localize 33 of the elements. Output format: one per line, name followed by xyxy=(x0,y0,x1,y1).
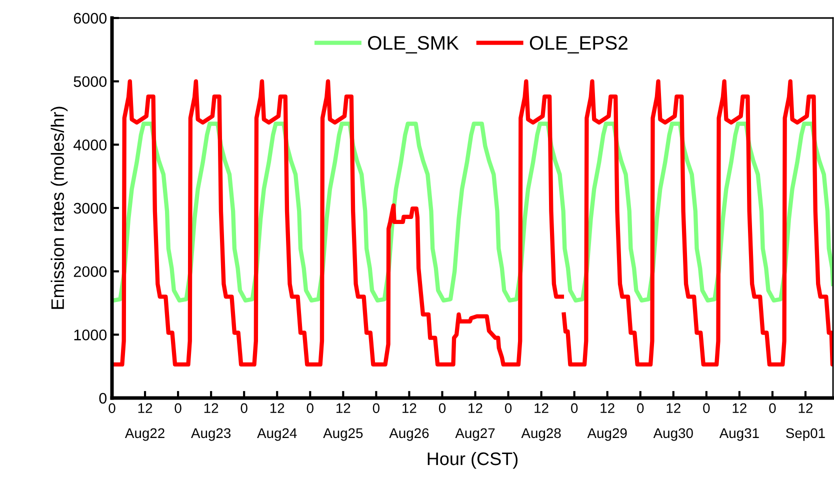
legend-label: OLE_EPS2 xyxy=(530,36,628,54)
x-tick-label: 0 xyxy=(174,403,182,414)
x-tick-label: 0 xyxy=(240,403,248,414)
y-tick-label: 0 xyxy=(99,392,107,404)
x-tick-label: 12 Aug29 xyxy=(587,403,627,441)
x-tick-label: 0 xyxy=(438,403,446,414)
legend-label: OLE_SMK xyxy=(368,36,459,54)
x-axis-title: Hour (CST) xyxy=(428,452,518,469)
y-axis-title: Emission rates (moles/hr) xyxy=(50,106,68,309)
x-tick-label: 12 Aug23 xyxy=(191,403,231,441)
y-tick-label: 3000 xyxy=(74,202,107,214)
x-tick-label: 12 Aug28 xyxy=(521,403,561,441)
x-tick-label: 12 Aug31 xyxy=(719,403,759,441)
x-tick-label: 12 Sep01 xyxy=(786,403,825,441)
y-tick-label: 1000 xyxy=(74,330,107,340)
x-tick-label: 12 Aug22 xyxy=(124,403,164,441)
x-tick-label: 0 xyxy=(306,403,314,414)
x-tick-label: 12 Aug27 xyxy=(455,403,495,441)
x-tick-label: 0 xyxy=(372,403,380,414)
x-tick-label: 0 xyxy=(637,403,644,414)
y-tick-label: 5000 xyxy=(74,76,107,88)
x-tick-label: 12 Aug24 xyxy=(257,403,297,441)
x-tick-label: 0 xyxy=(108,403,116,414)
y-tick-label: 2000 xyxy=(74,266,107,278)
x-tick-label: 12 Aug25 xyxy=(323,403,363,441)
x-tick-label: 0 xyxy=(703,403,710,414)
x-tick-label: 12 Aug30 xyxy=(653,403,693,441)
y-tick-label: 6000 xyxy=(74,12,107,24)
x-tick-label: 0 xyxy=(571,403,578,414)
x-tick-label: 0 xyxy=(769,403,776,414)
y-tick-label: 4000 xyxy=(74,140,107,150)
x-tick-label: 0 xyxy=(504,403,512,414)
x-tick-label: 12 Aug26 xyxy=(389,403,429,441)
